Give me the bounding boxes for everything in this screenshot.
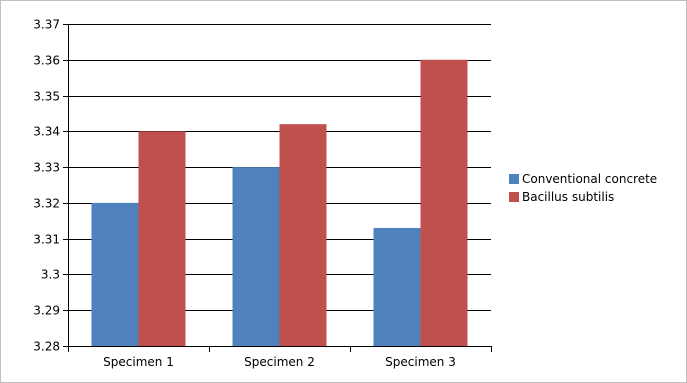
y-tick-label: 3.29 xyxy=(33,304,60,318)
legend-swatch xyxy=(509,192,519,202)
legend-label: Bacillus subtilis xyxy=(522,190,614,204)
y-tick-label: 3.3 xyxy=(41,268,60,282)
x-axis-ticks: Specimen 1 Specimen 2 Specimen 3 xyxy=(68,346,492,369)
bars xyxy=(91,59,468,347)
legend: Conventional concrete Bacillus subtilis xyxy=(509,172,657,204)
y-tick-label: 3.35 xyxy=(33,90,60,104)
x-tick-label: Specimen 2 xyxy=(244,355,315,369)
legend-label: Conventional concrete xyxy=(522,172,657,186)
y-tick-label: 3.37 xyxy=(33,18,60,32)
x-tick-label: Specimen 1 xyxy=(103,355,174,369)
legend-swatch xyxy=(509,174,519,184)
y-axis-ticks: 3.28 3.29 3.3 3.31 3.32 3.33 3.34 3.35 3.36 3.37 xyxy=(33,18,68,354)
bar-conventional-concrete-2 xyxy=(232,167,280,346)
bar-conventional-concrete-3 xyxy=(373,227,421,346)
y-tick-label: 3.28 xyxy=(33,340,60,354)
x-tick-label: Specimen 3 xyxy=(385,355,456,369)
y-tick-label: 3.33 xyxy=(33,161,60,175)
bar-conventional-concrete-1 xyxy=(91,202,139,346)
y-tick-label: 3.32 xyxy=(33,197,60,211)
bar-bacillus-subtilis-3 xyxy=(420,59,468,347)
bar-bacillus-subtilis-2 xyxy=(279,124,327,346)
bar-bacillus-subtilis-1 xyxy=(138,131,186,346)
y-tick-label: 3.34 xyxy=(33,125,60,139)
y-tick-label: 3.31 xyxy=(33,233,60,247)
axes xyxy=(68,24,491,347)
y-tick-label: 3.36 xyxy=(33,54,60,68)
